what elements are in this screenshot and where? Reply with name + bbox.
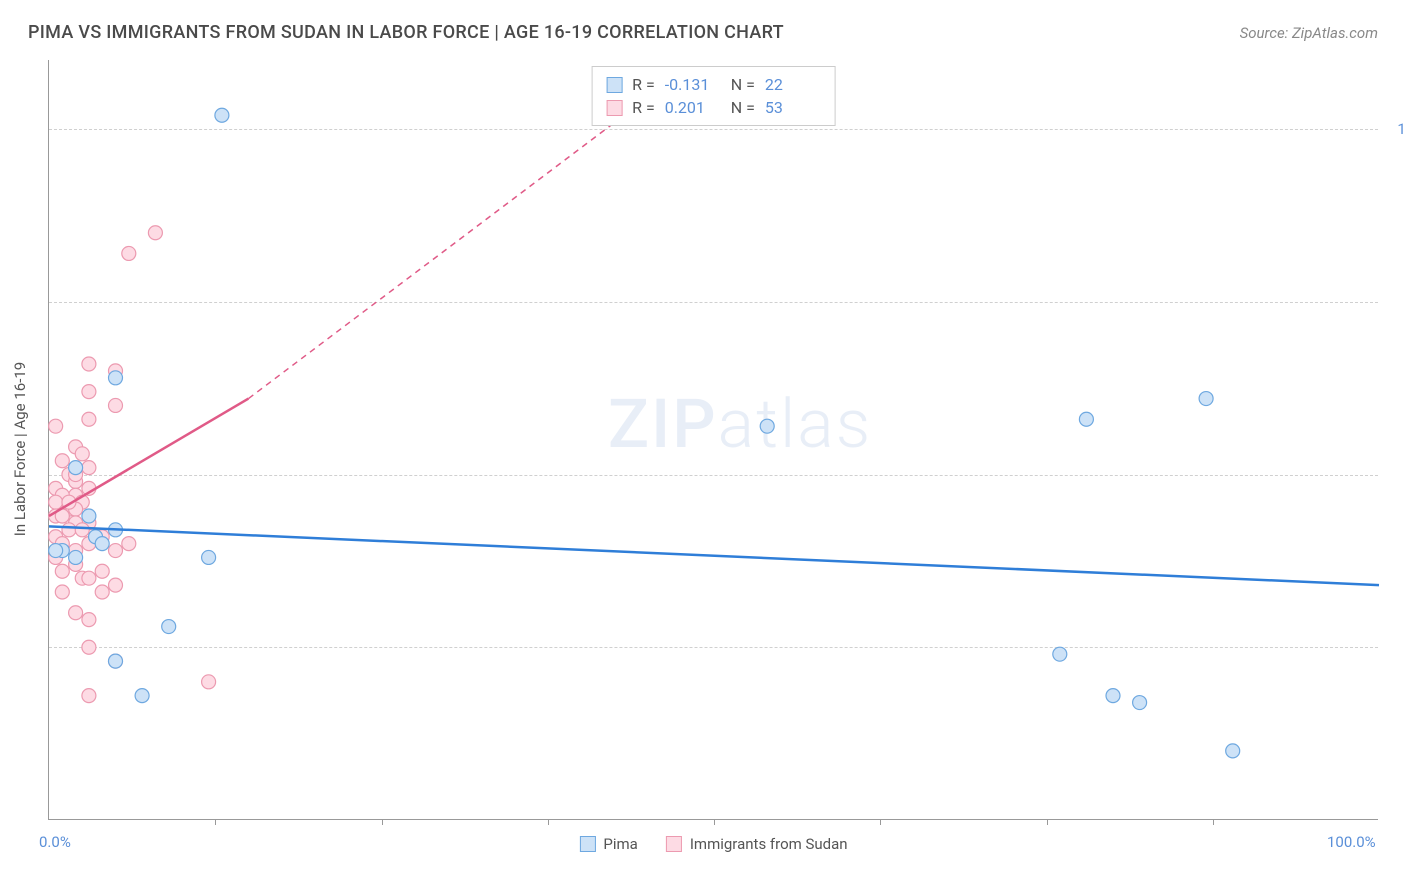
chart-container: In Labor Force | Age 16-19 ZIPatlas R =-… xyxy=(48,60,1378,820)
pima-point xyxy=(69,550,83,564)
sudan-point xyxy=(55,454,69,468)
sudan-point xyxy=(122,537,136,551)
pima-point xyxy=(82,509,96,523)
sudan-point xyxy=(109,398,123,412)
sudan-point xyxy=(82,613,96,627)
n-value: 22 xyxy=(765,75,821,94)
sudan-point xyxy=(75,523,89,537)
pima-point xyxy=(95,537,109,551)
legend-swatch xyxy=(579,836,595,852)
pima-point xyxy=(760,419,774,433)
pima-trendline xyxy=(49,526,1379,585)
sudan-point xyxy=(69,606,83,620)
legend-item: Pima xyxy=(579,835,637,853)
r-value: -0.131 xyxy=(665,75,721,94)
pima-point xyxy=(215,108,229,122)
source-attribution: Source: ZipAtlas.com xyxy=(1240,24,1378,42)
sudan-point xyxy=(82,689,96,703)
sudan-point xyxy=(82,571,96,585)
y-tick-label: 100.0% xyxy=(1397,120,1406,138)
pima-point xyxy=(135,689,149,703)
pima-point xyxy=(49,544,63,558)
chart-title: PIMA VS IMMIGRANTS FROM SUDAN IN LABOR F… xyxy=(28,22,784,43)
x-tick-mark xyxy=(382,819,383,825)
pima-point xyxy=(1079,412,1093,426)
legend-item: Immigrants from Sudan xyxy=(666,835,848,853)
correlation-box: R = -0.131 N = 22 R = 0.201 N = 53 xyxy=(591,66,836,126)
sudan-point xyxy=(95,585,109,599)
x-tick-label: 0.0% xyxy=(39,833,71,851)
pima-point xyxy=(1106,689,1120,703)
sudan-point xyxy=(75,447,89,461)
sudan-point xyxy=(49,419,63,433)
correlation-row: R = -0.131 N = 22 xyxy=(606,73,821,96)
sudan-point xyxy=(202,675,216,689)
r-label: R = xyxy=(632,75,655,94)
sudan-point xyxy=(55,564,69,578)
pima-point xyxy=(1199,392,1213,406)
y-axis-label: In Labor Force | Age 16-19 xyxy=(11,362,29,536)
pima-point xyxy=(109,371,123,385)
sudan-point xyxy=(109,544,123,558)
correlation-row: R = 0.201 N = 53 xyxy=(606,96,821,119)
x-tick-mark xyxy=(714,819,715,825)
x-tick-mark xyxy=(1213,819,1214,825)
sudan-point xyxy=(95,564,109,578)
n-label: N = xyxy=(731,75,755,94)
sudan-point xyxy=(55,585,69,599)
x-tick-label: 100.0% xyxy=(1327,833,1376,851)
sudan-point xyxy=(82,461,96,475)
x-tick-mark xyxy=(1047,819,1048,825)
sudan-point xyxy=(82,640,96,654)
r-value: 0.201 xyxy=(665,98,721,117)
pima-point xyxy=(69,461,83,475)
sudan-point xyxy=(49,495,63,509)
series-swatch xyxy=(606,100,622,116)
legend-label: Immigrants from Sudan xyxy=(690,835,848,853)
legend-swatch xyxy=(666,836,682,852)
sudan-point xyxy=(109,578,123,592)
sudan-point xyxy=(148,226,162,240)
pima-point xyxy=(109,654,123,668)
sudan-point xyxy=(82,385,96,399)
x-tick-mark xyxy=(880,819,881,825)
sudan-trendline-ext xyxy=(249,88,661,399)
pima-point xyxy=(1226,744,1240,758)
sudan-point xyxy=(82,412,96,426)
sudan-point xyxy=(62,523,76,537)
pima-point xyxy=(1053,647,1067,661)
header: PIMA VS IMMIGRANTS FROM SUDAN IN LABOR F… xyxy=(0,0,1406,55)
pima-point xyxy=(202,550,216,564)
pima-point xyxy=(162,620,176,634)
x-tick-mark xyxy=(215,819,216,825)
scatter-svg xyxy=(49,60,1378,819)
series-swatch xyxy=(606,77,622,93)
x-tick-mark xyxy=(548,819,549,825)
sudan-point xyxy=(82,357,96,371)
r-label: R = xyxy=(632,98,655,117)
n-value: 53 xyxy=(765,98,821,117)
sudan-point xyxy=(122,246,136,260)
legend-label: Pima xyxy=(603,835,637,853)
pima-point xyxy=(1133,696,1147,710)
legend-bottom: Pima Immigrants from Sudan xyxy=(579,835,847,853)
n-label: N = xyxy=(731,98,755,117)
plot-area: ZIPatlas R =-0.131N =22R =0.201N =53 Pim… xyxy=(48,60,1378,820)
